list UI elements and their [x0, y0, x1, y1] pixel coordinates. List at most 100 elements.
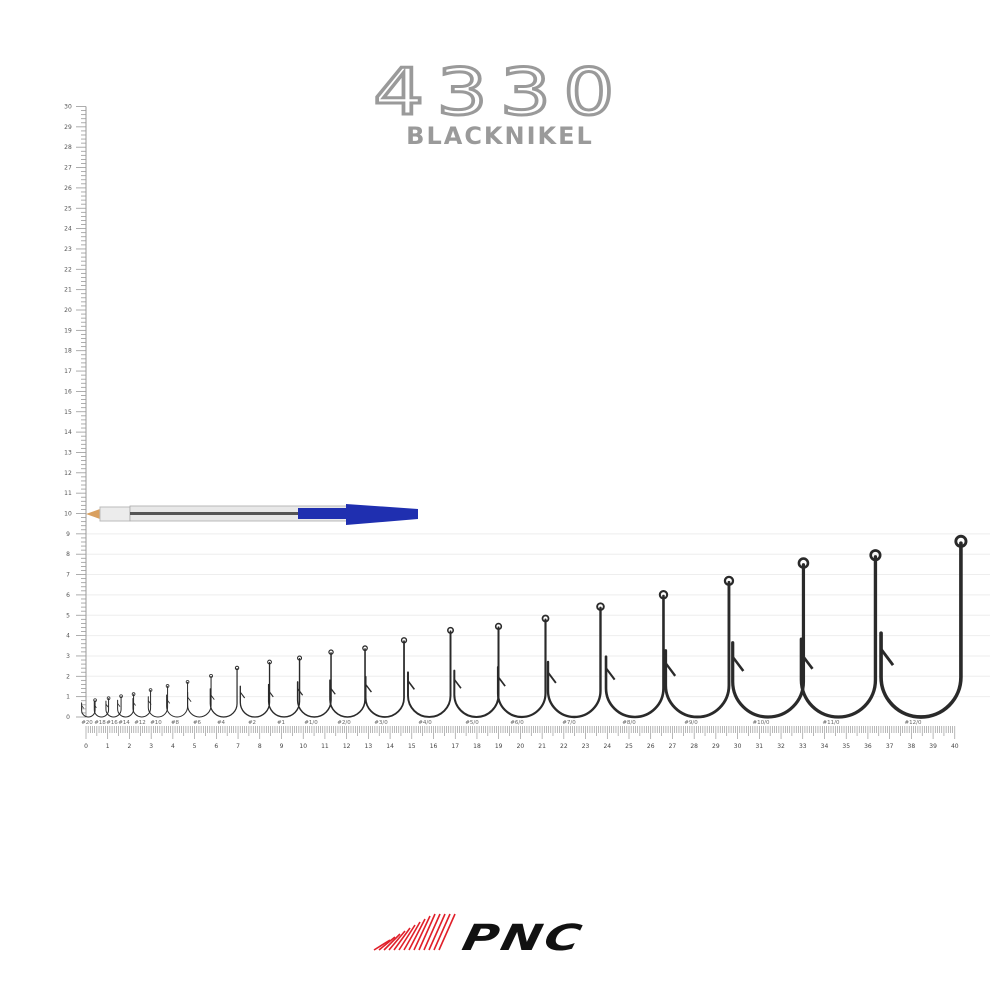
hook: #3/0	[364, 637, 408, 726]
pen-cone	[99, 506, 131, 522]
hook-body	[239, 662, 271, 718]
horizontal-ruler-label: 2	[128, 743, 132, 750]
hook: #8	[166, 680, 190, 726]
vertical-ruler-label: 17	[64, 368, 72, 375]
hook-size-label: #7/0	[562, 720, 576, 726]
hook-body	[329, 648, 366, 718]
hook-size-label: #8	[171, 720, 180, 726]
hook-body	[209, 667, 238, 718]
vertical-ruler-label: 2	[66, 673, 70, 680]
logo-stripe	[413, 915, 431, 951]
horizontal-ruler-label: 25	[625, 743, 633, 750]
hook-eye	[209, 673, 213, 678]
vertical-ruler-label: 0	[66, 714, 70, 721]
hook: #16	[105, 694, 123, 726]
logo-stripe	[418, 913, 436, 951]
logo-stripe	[408, 918, 426, 951]
hook-size-label: #8/0	[622, 720, 636, 726]
horizontal-ruler-label: 22	[560, 743, 568, 750]
horizontal-ruler-label: 12	[343, 743, 351, 750]
hook-barb	[407, 680, 415, 690]
hook: #1/0	[296, 649, 334, 726]
logo-stripe	[403, 921, 421, 951]
horizontal-ruler-label: 1	[106, 743, 110, 750]
hook-barb	[187, 696, 192, 703]
horizontal-ruler-label: 32	[777, 743, 785, 750]
horizontal-ruler-label: 8	[258, 743, 262, 750]
hook-body	[407, 630, 452, 718]
horizontal-ruler-label: 39	[929, 743, 937, 750]
hook-eye	[106, 696, 111, 700]
hook-size-label: #4	[217, 720, 226, 726]
pen-cap	[346, 504, 418, 525]
vertical-ruler-label: 15	[64, 409, 72, 416]
hook-barb	[800, 653, 814, 670]
hook: #7/0	[546, 602, 605, 726]
horizontal-ruler-label: 0	[84, 743, 88, 750]
hook-eye	[267, 659, 272, 665]
hook: #6	[187, 673, 213, 726]
vertical-ruler-label: 22	[64, 266, 72, 273]
hook-eye	[541, 614, 550, 623]
vertical-ruler-label: 10	[64, 511, 72, 518]
horizontal-ruler-label: 7	[236, 743, 240, 750]
hook-eye	[494, 622, 503, 631]
hook-body	[453, 626, 500, 719]
hook-size-label: #12	[134, 720, 146, 726]
hook-body	[267, 658, 301, 718]
hook-eye	[93, 698, 97, 702]
hook: #4	[209, 665, 240, 726]
pen-tip	[86, 509, 100, 519]
hook-barb	[81, 705, 84, 709]
hook: #10/0	[731, 557, 810, 726]
horizontal-ruler-label: 13	[365, 743, 373, 750]
horizontal-ruler-label: 34	[821, 743, 829, 750]
hook-body	[879, 541, 963, 719]
hook-eye	[362, 645, 368, 652]
hook-eye	[297, 655, 303, 661]
hook-eye	[185, 680, 190, 684]
hook-body	[799, 555, 878, 719]
hook: #18	[93, 696, 111, 726]
hook-size-label: #12/0	[905, 720, 922, 726]
horizontal-ruler-label: 30	[734, 743, 742, 750]
horizontal-ruler-label: 20	[517, 743, 525, 750]
horizontal-ruler-label: 18	[473, 743, 481, 750]
vertical-ruler-label: 16	[64, 388, 72, 395]
pen-ink-end	[298, 508, 348, 519]
hook-barb	[297, 688, 304, 696]
hook-barb	[166, 698, 171, 704]
horizontal-ruler-label: 35	[842, 743, 850, 750]
horizontal-ruler-label: 10	[299, 743, 307, 750]
logo-stripe	[393, 927, 411, 951]
logo-mountain-icon	[373, 913, 456, 951]
hook-eye	[797, 557, 810, 569]
horizontal-ruler-label: 33	[799, 743, 807, 750]
horizontal-ruler-label: 3	[149, 743, 153, 750]
hook: #11/0	[799, 549, 882, 726]
horizontal-ruler-label: 17	[451, 743, 459, 750]
hook: #5/0	[453, 622, 503, 726]
horizontal-ruler-label: 16	[430, 743, 438, 750]
vertical-ruler-label: 19	[64, 327, 72, 334]
horizontal-ruler-label: 21	[538, 743, 546, 750]
logo-stripe	[373, 939, 391, 951]
hook-eye	[596, 602, 605, 611]
horizontal-ruler-label: 24	[603, 743, 611, 750]
hook-barb	[93, 704, 97, 708]
hook-barb	[132, 701, 136, 706]
logo-stripe	[433, 913, 451, 951]
hook-barb	[453, 678, 462, 689]
vertical-ruler-label: 26	[64, 185, 72, 192]
hook-size-label: #20	[81, 720, 93, 726]
pen-illustration	[86, 504, 418, 525]
hook-size-label: #18	[94, 720, 106, 726]
logo-stripe	[438, 913, 456, 951]
horizontal-ruler-label: 9	[280, 743, 284, 750]
hook-size-label: #11/0	[823, 720, 840, 726]
vertical-ruler-label: 18	[64, 348, 72, 355]
hook-size-label: #10	[150, 720, 162, 726]
horizontal-ruler-label: 36	[864, 743, 872, 750]
hook-size-label: #6	[193, 720, 202, 726]
horizontal-ruler-label: 27	[669, 743, 677, 750]
